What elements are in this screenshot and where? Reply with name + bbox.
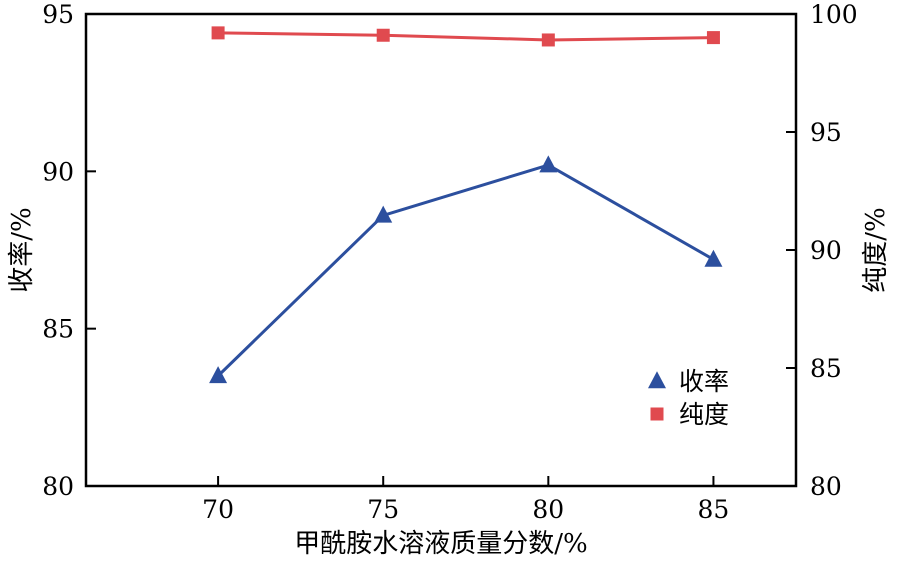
- yield-point: [209, 366, 228, 384]
- legend-label: 纯度: [679, 400, 729, 429]
- y-left-tick-label: 95: [42, 0, 74, 29]
- y-right-tick-label: 100: [810, 0, 858, 29]
- y-left-tick-label: 90: [42, 157, 74, 186]
- y-right-tick-label: 85: [810, 354, 842, 383]
- series-line-purity: [218, 31, 714, 42]
- yield-point: [539, 155, 558, 173]
- axes-layer: 70 75 80 85 80 85 90 95 80 85 90 95 100 甲酰胺水溶液质量分数/% 收…: [7, 0, 891, 559]
- x-tick-label: 70: [202, 495, 234, 524]
- y-right-tick-label: 90: [810, 236, 842, 265]
- legend-label: 收率: [679, 367, 729, 396]
- y-right-axis-title: 纯度/%: [861, 207, 891, 292]
- purity-point: [211, 26, 225, 40]
- purity-point: [541, 33, 555, 47]
- x-tick-label: 75: [367, 495, 399, 524]
- purity-point: [376, 28, 390, 42]
- x-tick-label: 85: [698, 495, 730, 524]
- purity-point: [706, 31, 720, 45]
- legend-marker-yield: [648, 371, 666, 389]
- yield-point: [704, 249, 723, 267]
- series-layer: [209, 26, 723, 384]
- y-right-tick-label: 95: [810, 118, 842, 147]
- legend-marker-purity: [650, 407, 664, 421]
- series-line-yield: [217, 163, 715, 377]
- y-right-tick-label: 80: [810, 472, 842, 501]
- x-axis-title: 甲酰胺水溶液质量分数/%: [294, 529, 587, 559]
- y-left-tick-label: 85: [42, 315, 74, 344]
- y-left-axis-title: 收率/%: [7, 207, 37, 292]
- x-tick-label: 80: [532, 495, 564, 524]
- yield-point: [374, 205, 393, 223]
- y-left-tick-label: 80: [42, 472, 74, 501]
